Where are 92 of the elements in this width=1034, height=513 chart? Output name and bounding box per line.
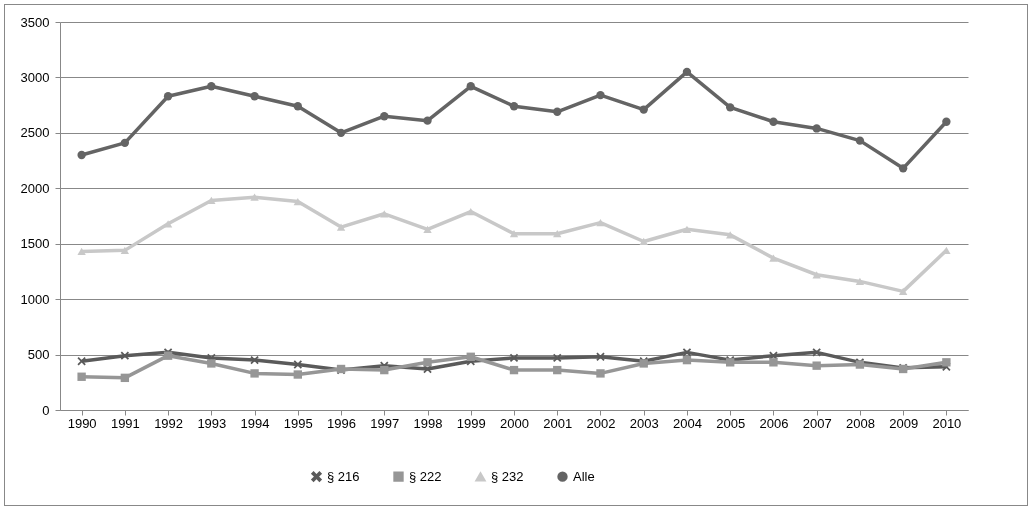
point [509,102,519,111]
point [682,355,692,365]
point [77,357,86,366]
point [250,193,259,201]
x-tick-label: 1992 [154,415,184,431]
point [812,361,821,370]
y-tick-label: 0 [42,402,50,418]
x-tick-label: 2005 [716,415,746,431]
point [466,82,475,91]
x-tick-label: 1998 [413,415,443,431]
x-tick-label: 1993 [197,415,227,431]
point [120,351,130,360]
point [423,358,432,367]
point [380,365,389,375]
x-tick-label: 1991 [110,415,140,431]
point [207,359,216,368]
legend-label: Alle [573,468,595,484]
point [812,348,821,357]
point [596,352,605,361]
x-tick-label: 2002 [586,415,616,431]
point [942,358,951,367]
point [466,207,475,216]
point [423,225,432,233]
point [163,92,173,101]
point [812,271,821,279]
x-tick-label: 2010 [932,415,962,431]
point [466,352,475,361]
x-tick-label: 1990 [67,415,97,431]
x-tick-label: 2001 [543,415,573,431]
point [77,372,86,381]
x-tick-label: 2003 [629,415,659,431]
point [682,225,692,233]
x-tick-label: 1999 [456,415,486,431]
point [336,223,346,231]
point [509,365,519,375]
point [855,136,865,145]
x-tick-label: 2004 [672,415,702,431]
legend-label: § 232 [491,468,524,484]
point [380,112,389,121]
point [553,230,562,238]
point [423,116,432,125]
point [380,210,389,218]
point [293,370,302,379]
legend-label: § 222 [409,468,442,484]
point [726,103,735,112]
point [120,138,130,148]
point [769,358,778,367]
y-tick-label: 2500 [20,125,50,141]
point [207,82,216,91]
point [120,373,130,383]
point [553,353,562,363]
point [682,67,692,77]
y-tick-label: 500 [27,347,50,363]
point [509,230,519,238]
legend-label: § 216 [327,468,360,484]
x-tick-label: 1995 [283,415,313,431]
x-tick-label: 1996 [327,415,357,431]
point [812,124,821,133]
point [293,197,302,206]
point [942,117,951,126]
point [553,365,562,375]
point [293,102,302,111]
x-tick-label: 2006 [759,415,789,431]
y-tick-label: 3000 [20,69,50,85]
x-tick-label: 2000 [500,415,529,431]
point [336,128,346,138]
x-tick-label: 1994 [240,415,270,431]
x-tick-label: 2008 [845,415,875,431]
point [250,369,259,378]
point [769,254,778,262]
point [250,92,259,101]
point [77,247,86,256]
x-tick-label: 1997 [370,415,400,431]
point [77,150,86,160]
point [639,105,648,114]
point [120,246,130,254]
point [553,107,562,116]
point [596,219,605,227]
x-tick-label: 2009 [889,415,919,431]
point [898,164,908,173]
point [509,353,519,363]
y-tick-label: 2000 [20,180,50,196]
point [596,369,605,378]
point [898,287,908,296]
point [639,237,648,246]
point [596,90,605,100]
y-tick-label: 3500 [20,14,50,30]
x-tick-label: 2007 [802,415,832,431]
y-tick-label: 1500 [20,236,50,252]
point [855,277,865,286]
point [769,117,778,126]
y-tick-label: 1000 [20,291,50,307]
